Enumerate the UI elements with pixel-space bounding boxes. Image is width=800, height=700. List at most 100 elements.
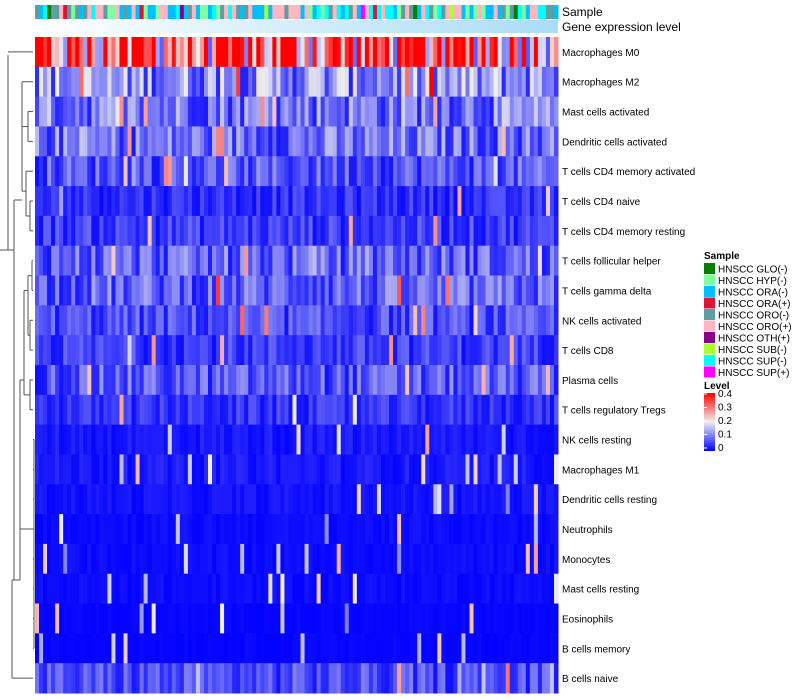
heatmap-cell	[360, 305, 366, 336]
heatmap-cell	[421, 484, 426, 515]
heatmap-cell	[320, 573, 326, 605]
heatmap-cell	[103, 633, 108, 664]
heatmap-cell	[119, 66, 125, 98]
heatmap-cell	[393, 394, 398, 426]
heatmap-cell	[187, 275, 193, 306]
heatmap-cell	[199, 215, 205, 247]
heatmap-cell	[481, 543, 487, 575]
heatmap-cell	[324, 335, 330, 366]
heatmap-cell	[159, 335, 165, 366]
heatmap-cell	[155, 603, 161, 634]
heatmap-cell	[280, 603, 285, 634]
heatmap-cell	[163, 275, 169, 306]
sample-annotation-cell	[320, 5, 326, 19]
sample-annotation-cell	[324, 5, 330, 19]
heatmap-cell	[75, 454, 80, 485]
heatmap-cell	[212, 394, 217, 426]
heatmap-cell	[151, 663, 157, 694]
heatmap-cell	[517, 394, 523, 426]
heatmap-cell	[35, 454, 40, 485]
heatmap-cell	[328, 66, 334, 98]
heatmap-cell	[260, 394, 265, 426]
heatmap-cell	[348, 514, 354, 545]
heatmap-cell	[195, 275, 201, 306]
heatmap-cell	[344, 484, 350, 515]
heatmap-cell	[131, 543, 137, 575]
heatmap-cell	[509, 186, 515, 217]
heatmap-cell	[167, 454, 173, 485]
heatmap-cell	[401, 573, 406, 605]
heatmap-cell	[364, 215, 370, 247]
heatmap-cell	[143, 365, 149, 396]
heatmap-cell	[348, 215, 354, 247]
heatmap-cell	[63, 573, 68, 605]
heatmap-cell	[240, 126, 245, 157]
heatmap-cell	[131, 573, 137, 605]
heatmap-cell	[224, 484, 229, 515]
heatmap-cell	[195, 514, 201, 545]
heatmap-cell	[175, 603, 181, 634]
heatmap-cell	[513, 365, 519, 396]
heatmap-cell	[489, 335, 495, 366]
heatmap-cell	[537, 603, 543, 634]
heatmap-cell	[127, 245, 133, 277]
heatmap-cell	[127, 603, 133, 634]
heatmap-cell	[501, 215, 507, 247]
heatmap-cell	[175, 186, 181, 217]
heatmap-cell	[409, 633, 414, 664]
heatmap-cell	[364, 663, 370, 694]
heatmap-cell	[35, 484, 40, 515]
heatmap-cell	[308, 126, 314, 157]
heatmap-cell	[155, 663, 161, 694]
heatmap-cell	[240, 215, 245, 247]
heatmap-cell	[244, 484, 249, 515]
heatmap-cell	[268, 126, 273, 157]
heatmap-cell	[87, 454, 92, 485]
heatmap-cell	[195, 365, 201, 396]
heatmap-cell	[376, 365, 382, 396]
heatmap-cell	[220, 215, 225, 247]
heatmap-cell	[55, 305, 60, 336]
heatmap-cell	[47, 245, 52, 277]
heatmap-cell	[433, 215, 438, 247]
heatmap-cell	[445, 66, 450, 98]
sample-annotation-cell	[191, 5, 197, 19]
heatmap-cell	[99, 394, 104, 426]
heatmap-cell	[220, 424, 225, 455]
heatmap-cell	[135, 633, 141, 664]
heatmap-cell	[123, 394, 129, 426]
heatmap-cell	[312, 573, 318, 605]
heatmap-cell	[493, 37, 499, 68]
heatmap-cell	[67, 573, 72, 605]
heatmap-cell	[256, 424, 261, 455]
heatmap-cell	[167, 335, 173, 366]
heatmap-cell	[513, 424, 519, 455]
heatmap-cell	[517, 66, 523, 98]
heatmap-cell	[103, 394, 108, 426]
heatmap-cell	[212, 66, 217, 98]
heatmap-cell	[421, 215, 426, 247]
heatmap-cell	[513, 275, 519, 306]
heatmap-cell	[344, 96, 350, 127]
heatmap-cell	[461, 66, 466, 98]
heatmap-cell	[123, 573, 129, 605]
heatmap-cell	[457, 186, 462, 217]
heatmap-cell	[272, 66, 277, 98]
heatmap-cell	[139, 633, 145, 664]
heatmap-cell	[95, 394, 100, 426]
sample-annotation-cell	[304, 5, 310, 19]
heatmap-cell	[300, 305, 306, 336]
heatmap-cell	[220, 394, 225, 426]
heatmap-cell	[67, 484, 72, 515]
heatmap-cell	[175, 543, 181, 575]
heatmap-cell	[139, 96, 145, 127]
heatmap-cell	[308, 543, 314, 575]
heatmap-cell	[429, 275, 434, 306]
heatmap-cell	[155, 156, 161, 187]
heatmap-cell	[360, 514, 366, 545]
heatmap-cell	[248, 126, 253, 157]
heatmap-cell	[465, 424, 470, 455]
heatmap-cell	[485, 603, 491, 634]
heatmap-cell	[348, 394, 354, 426]
heatmap-cell	[99, 633, 104, 664]
